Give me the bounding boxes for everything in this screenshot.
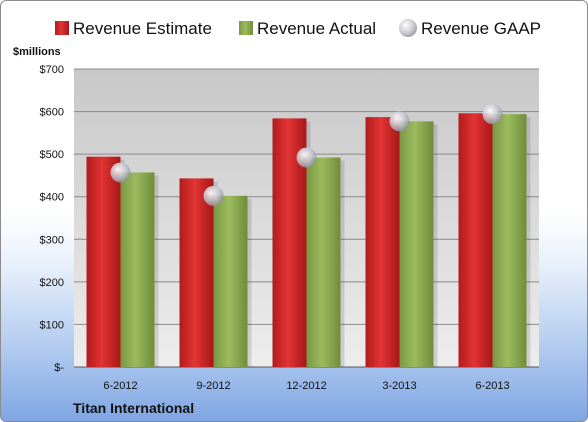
legend-label-revenue-gaap: Revenue GAAP bbox=[421, 19, 541, 38]
revenue-estimate-bar bbox=[458, 113, 493, 367]
y-axis-ticks: $- $100 $200 $300 $400 $500 $600 $700 bbox=[40, 64, 65, 374]
legend-label-revenue-estimate: Revenue Estimate bbox=[73, 19, 212, 38]
x-axis-ticks: 6-2012 9-2012 12-2012 3-2013 6-2013 bbox=[103, 380, 509, 392]
revenue-gaap-marker bbox=[296, 147, 317, 168]
x-tick-label: 3-2013 bbox=[382, 380, 416, 392]
bars bbox=[86, 113, 531, 367]
legend-swatch-revenue-actual bbox=[239, 21, 253, 35]
revenue-gaap-marker bbox=[482, 104, 503, 125]
x-tick-label: 12-2012 bbox=[286, 380, 326, 392]
legend: Revenue Estimate Revenue Actual Revenue … bbox=[55, 19, 541, 38]
x-tick-label: 9-2012 bbox=[196, 380, 230, 392]
y-tick-label: $400 bbox=[40, 192, 64, 204]
y-tick-label: $600 bbox=[40, 107, 64, 119]
revenue-actual-bar bbox=[120, 172, 155, 367]
legend-swatch-revenue-estimate bbox=[55, 21, 69, 35]
revenue-gaap-marker bbox=[203, 185, 224, 206]
x-tick-label: 6-2012 bbox=[103, 380, 137, 392]
y-tick-label: $700 bbox=[40, 64, 64, 76]
revenue-estimate-bar bbox=[365, 117, 400, 367]
company-name: Titan International bbox=[73, 400, 194, 416]
revenue-gaap-marker bbox=[389, 111, 410, 132]
revenue-actual-bar bbox=[213, 195, 248, 367]
x-tick-label: 6-2013 bbox=[475, 380, 509, 392]
revenue-actual-bar bbox=[399, 121, 434, 367]
legend-marker-revenue-gaap bbox=[399, 19, 417, 37]
y-tick-label: $200 bbox=[40, 277, 64, 289]
y-tick-label: $100 bbox=[40, 319, 64, 331]
revenue-gaap-marker bbox=[110, 162, 131, 183]
revenue-actual-bar bbox=[492, 114, 527, 367]
revenue-estimate-bar bbox=[86, 156, 121, 367]
y-tick-label: $500 bbox=[40, 149, 64, 161]
revenue-estimate-bar bbox=[179, 178, 214, 367]
gaap-markers bbox=[110, 104, 503, 206]
legend-label-revenue-actual: Revenue Actual bbox=[257, 19, 376, 38]
revenue-actual-bar bbox=[306, 157, 341, 367]
y-tick-label: $300 bbox=[40, 234, 64, 246]
y-axis-unit-label: $millions bbox=[13, 46, 61, 58]
y-tick-label: $- bbox=[54, 362, 64, 374]
